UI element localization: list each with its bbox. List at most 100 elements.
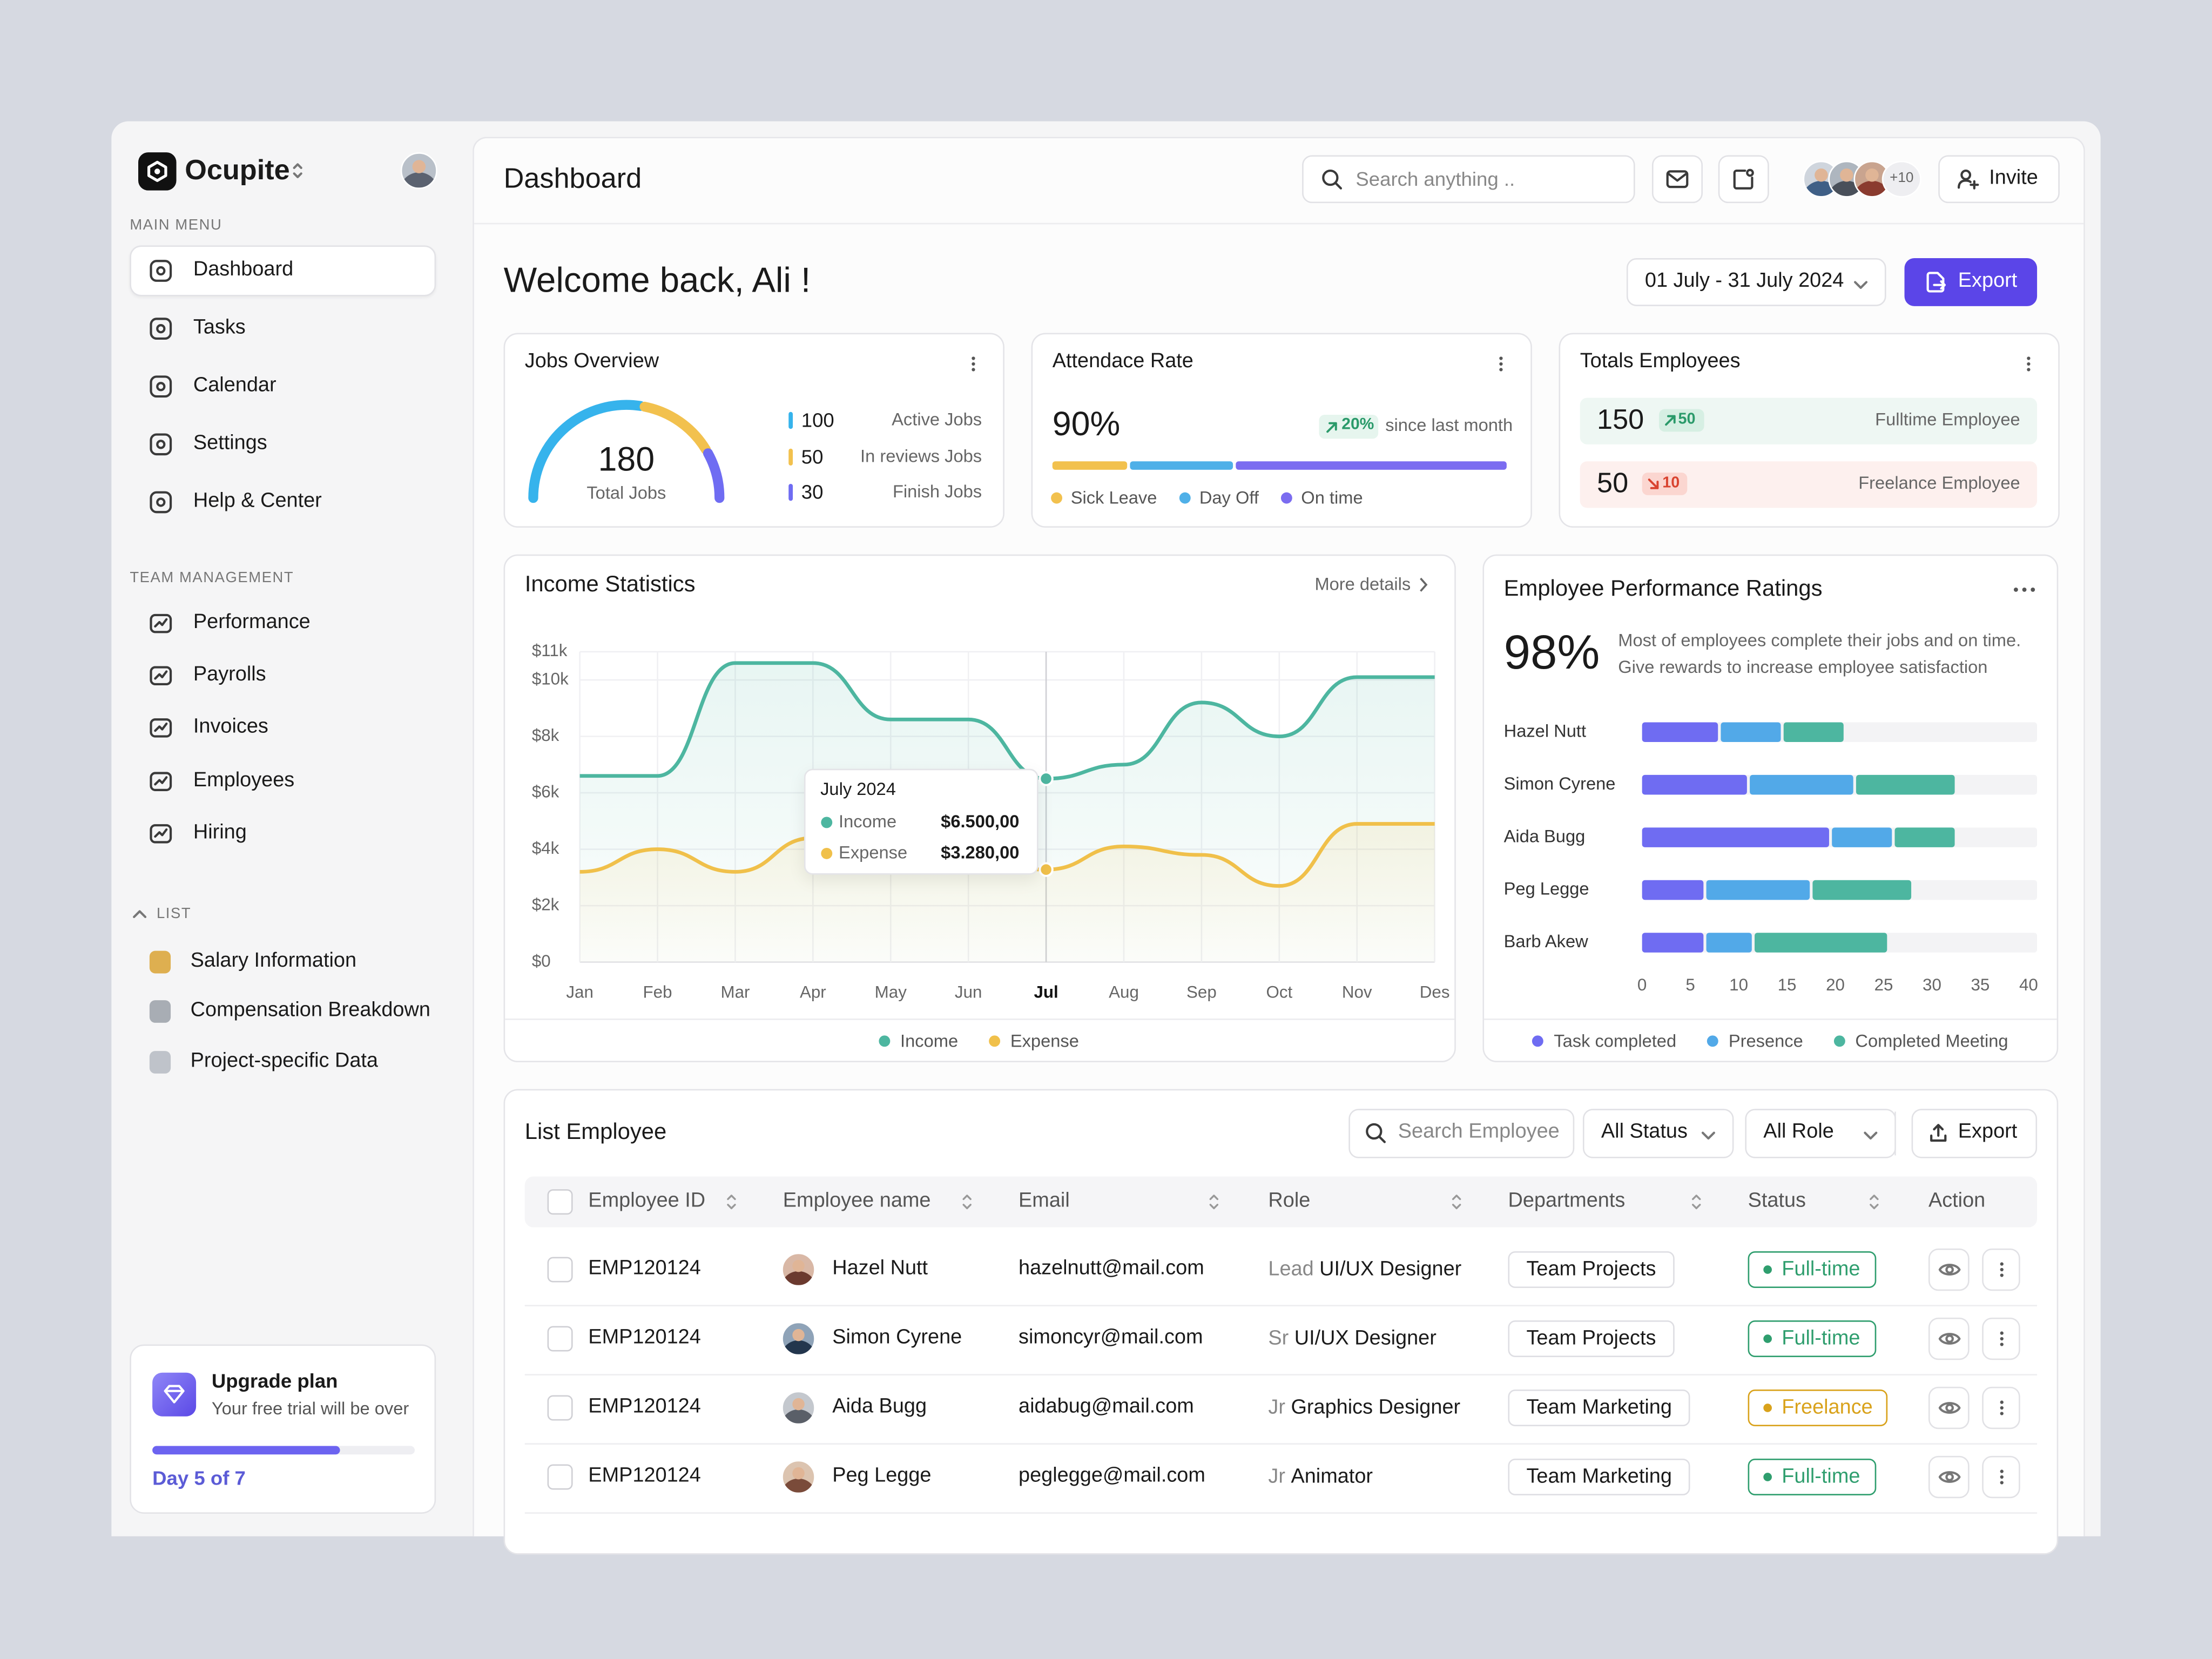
menu-item[interactable]: Calendar — [193, 374, 276, 397]
employee-name: Simon Cyrene — [832, 1326, 962, 1350]
employee-email: aidabug@mail.com — [1019, 1395, 1194, 1419]
icon-part — [293, 163, 302, 178]
checkbox[interactable] — [547, 1395, 573, 1421]
export-button[interactable] — [1904, 258, 2038, 306]
menu-item[interactable]: Dashboard — [193, 258, 294, 281]
menu-item[interactable]: Payrolls — [193, 664, 266, 686]
department-pill: Team Projects — [1508, 1320, 1675, 1357]
more-icon — [2000, 1262, 2004, 1277]
legend-dot — [1533, 1035, 1544, 1047]
view-button[interactable] — [1928, 1386, 1970, 1429]
date-chevron — [1854, 281, 1868, 289]
date-range[interactable] — [1626, 258, 1886, 306]
status: Freelance — [1782, 1397, 1873, 1419]
employee-name: Hazel Nutt — [832, 1257, 928, 1280]
icon-part — [150, 375, 172, 398]
card-divider — [505, 1019, 1455, 1020]
invite-button[interactable] — [1938, 155, 2060, 204]
table-export[interactable] — [1911, 1109, 2038, 1158]
checkbox[interactable] — [547, 1326, 573, 1352]
table-header — [524, 1176, 2038, 1228]
row-divider — [524, 1304, 2038, 1306]
sort-icon — [1870, 1195, 1879, 1210]
menu-item[interactable]: Tasks — [193, 316, 246, 339]
employee-id: EMP120124 — [588, 1257, 701, 1280]
upgrade-progress[interactable]: Day 5 of 7 — [152, 1466, 246, 1489]
row-divider — [524, 1512, 2038, 1513]
employee-role: Lead UI/UX Designer — [1268, 1256, 1494, 1284]
upgrade-gem — [164, 1385, 185, 1404]
menu-item[interactable]: Compensation Breakdown — [190, 1000, 430, 1022]
icon-part — [1667, 172, 1688, 182]
legend-item[interactable]: Completed Meeting — [1834, 1031, 2008, 1051]
employee-label: Fulltime Employee — [1875, 409, 2020, 430]
employee-label: Freelance Employee — [1858, 473, 2020, 493]
filter-chevron — [1864, 1131, 1878, 1140]
search-icon — [1322, 169, 1343, 190]
icon-part — [156, 266, 166, 276]
legend-bar — [788, 412, 793, 429]
filter-text[interactable]: All Role — [1763, 1120, 1834, 1143]
filter[interactable] — [1582, 1109, 1734, 1158]
status: Full-time — [1782, 1258, 1860, 1281]
employee-change: 10 — [1662, 474, 1680, 492]
department-pill: Team Projects — [1508, 1251, 1675, 1288]
view-button[interactable] — [1928, 1455, 1970, 1499]
legend-item[interactable]: Presence — [1707, 1031, 1803, 1051]
icon-part — [150, 719, 172, 738]
menu-item[interactable]: Help & Center — [193, 490, 322, 513]
legend-label: Income — [900, 1031, 959, 1051]
menu-icon — [150, 719, 172, 738]
export-text[interactable]: Export — [1958, 269, 2018, 293]
menu-item[interactable]: Salary Information — [190, 949, 357, 973]
date-range-text[interactable]: 01 July - 31 July 2024 — [1644, 269, 1844, 293]
search-box[interactable] — [1302, 155, 1635, 204]
icon-part — [156, 382, 166, 392]
column-header: Role — [1268, 1189, 1311, 1212]
card-title: Attendace Rate — [1052, 350, 1193, 373]
view-button[interactable] — [1928, 1317, 1970, 1360]
filter-text[interactable]: All Status — [1601, 1120, 1688, 1143]
menu-item[interactable]: Performance — [193, 611, 311, 634]
employee-arrow — [1648, 478, 1660, 489]
view-icon — [1938, 1333, 1961, 1345]
icon-part — [972, 362, 975, 366]
legend-item[interactable]: Expense — [989, 1031, 1079, 1051]
menu-icon — [150, 260, 172, 282]
checkbox[interactable] — [547, 1464, 573, 1490]
icon-part — [2000, 1481, 2004, 1485]
attendance-bar — [1130, 461, 1233, 470]
icon-part — [1938, 1333, 1961, 1345]
checkbox[interactable] — [547, 1189, 573, 1215]
employee-email: simoncyr@mail.com — [1019, 1326, 1203, 1350]
filter[interactable] — [1745, 1109, 1896, 1158]
view-button[interactable] — [1928, 1248, 1970, 1291]
menu-icon — [150, 666, 172, 686]
invite-text[interactable]: Invite — [1989, 167, 2038, 190]
checkbox[interactable] — [547, 1257, 573, 1283]
menu-item[interactable]: Employees — [193, 768, 295, 792]
share-button[interactable] — [1718, 155, 1769, 204]
legend-item: Sick Leave — [1051, 488, 1157, 508]
icon-part — [1499, 362, 1503, 366]
table-search[interactable] — [1348, 1109, 1575, 1158]
menu-item[interactable]: Hiring — [193, 821, 247, 844]
jobs-label: In reviews Jobs — [860, 446, 982, 466]
menu-item[interactable]: Invoices — [193, 716, 268, 739]
menu-item[interactable]: Project-specific Data — [190, 1049, 378, 1073]
legend-dot — [1179, 492, 1191, 504]
legend-item[interactable]: Task completed — [1533, 1031, 1676, 1051]
employee-name: Peg Legge — [832, 1465, 932, 1488]
legend-item[interactable]: Income — [879, 1031, 958, 1051]
jobs-total-label: Total Jobs — [586, 483, 666, 503]
more-avatars — [1881, 160, 1921, 198]
list-icon — [149, 950, 171, 974]
upgrade-icon — [152, 1372, 197, 1417]
menu-active[interactable] — [130, 245, 436, 296]
icon-part — [150, 491, 172, 514]
legend-dot — [1051, 492, 1063, 504]
menu-item[interactable]: Settings — [193, 432, 267, 455]
employee-email: peglegge@mail.com — [1019, 1465, 1205, 1488]
table-export-text[interactable]: Export — [1958, 1120, 2018, 1143]
